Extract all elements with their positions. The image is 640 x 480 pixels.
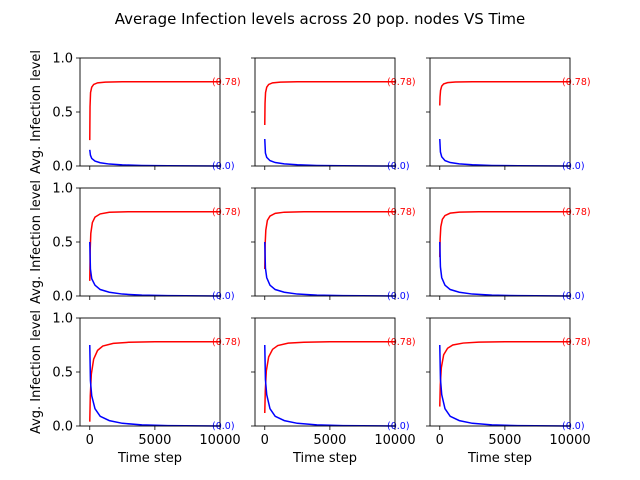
subplot-row2-col2: (0.78) (0.0) [251, 187, 416, 302]
series-line-blue [264, 344, 396, 427]
subplot-row3-col1: (0.78) (0.0) 0.0 0.5 1.0 0 5000 10000 Time step A… [29, 310, 241, 466]
series-line-red [439, 211, 570, 258]
end-value-label-red: (0.78) [562, 337, 591, 348]
y-tick-label: 0.0 [52, 290, 73, 305]
subplot-row3-col3: (0.78) (0.0) 0 5000 10000 Time step [426, 317, 591, 466]
end-value-label-red: (0.78) [387, 337, 416, 348]
y-tick-label: 0.5 [52, 236, 73, 251]
series-line-blue [89, 344, 221, 427]
subplot-row1-col1: (0.78) (0.0) 0.0 0.5 1.0 Avg. Infection level [29, 50, 241, 175]
end-value-label-red: (0.78) [212, 337, 241, 348]
end-value-label-blue: (0.0) [212, 161, 235, 172]
end-value-label-blue: (0.0) [387, 161, 410, 172]
series-line-blue [89, 241, 221, 297]
end-value-label-blue: (0.0) [212, 291, 235, 302]
y-tick-label: 1.0 [52, 312, 73, 327]
x-axis-label: Time step [292, 451, 357, 466]
end-value-label-red: (0.78) [562, 77, 591, 88]
y-axis-label: Avg. Infection level [29, 310, 44, 434]
subplot-row1-col3: (0.78) (0.0) [426, 57, 591, 172]
subplot-row2-col1: (0.78) (0.0) 0.0 0.5 1.0 Avg. Infection level [29, 180, 241, 305]
x-tick-label: 10000 [549, 433, 590, 448]
subplot-row1-col2: (0.78) (0.0) [251, 57, 416, 172]
series-line-blue [264, 241, 396, 297]
series-line-blue [439, 344, 571, 427]
end-value-label-red: (0.78) [387, 207, 416, 218]
x-axis-label: Time step [117, 451, 182, 466]
end-value-label-blue: (0.0) [562, 161, 585, 172]
y-axis-label: Avg. Infection level [29, 180, 44, 304]
series-line-red [89, 81, 220, 141]
figure-title: Average Infection levels across 20 pop. … [115, 10, 526, 28]
series-line-blue [439, 241, 571, 297]
end-value-label-blue: (0.0) [387, 421, 410, 432]
end-value-label-blue: (0.0) [562, 291, 585, 302]
x-tick-label: 5000 [138, 433, 171, 448]
y-tick-label: 0.0 [52, 160, 73, 175]
series-line-red [439, 81, 570, 106]
x-tick-label: 0 [261, 433, 269, 448]
end-value-label-blue: (0.0) [562, 421, 585, 432]
y-tick-label: 1.0 [52, 182, 73, 197]
y-tick-label: 0.5 [52, 106, 73, 121]
x-tick-label: 0 [436, 433, 444, 448]
series-line-red [264, 211, 395, 270]
x-tick-label: 0 [86, 433, 94, 448]
y-axis-label: Avg. Infection level [29, 50, 44, 174]
x-tick-label: 10000 [374, 433, 415, 448]
series-line-red [264, 81, 395, 125]
end-value-label-blue: (0.0) [387, 291, 410, 302]
y-tick-label: 0.5 [52, 366, 73, 381]
end-value-label-red: (0.78) [212, 77, 241, 88]
subplot-row3-col2: (0.78) (0.0) 0 5000 10000 Time step [251, 317, 416, 466]
y-tick-label: 0.0 [52, 420, 73, 435]
subplot-row2-col3: (0.78) (0.0) [426, 187, 591, 302]
x-tick-label: 5000 [488, 433, 521, 448]
end-value-label-blue: (0.0) [212, 421, 235, 432]
end-value-label-red: (0.78) [212, 207, 241, 218]
x-tick-label: 5000 [313, 433, 346, 448]
y-tick-label: 1.0 [52, 52, 73, 67]
end-value-label-red: (0.78) [387, 77, 416, 88]
subplot-grid: (0.78) (0.0) 0.0 0.5 1.0 Avg. Infection level… [29, 50, 591, 466]
x-axis-label: Time step [467, 451, 532, 466]
end-value-label-red: (0.78) [562, 207, 591, 218]
x-tick-label: 10000 [199, 433, 240, 448]
